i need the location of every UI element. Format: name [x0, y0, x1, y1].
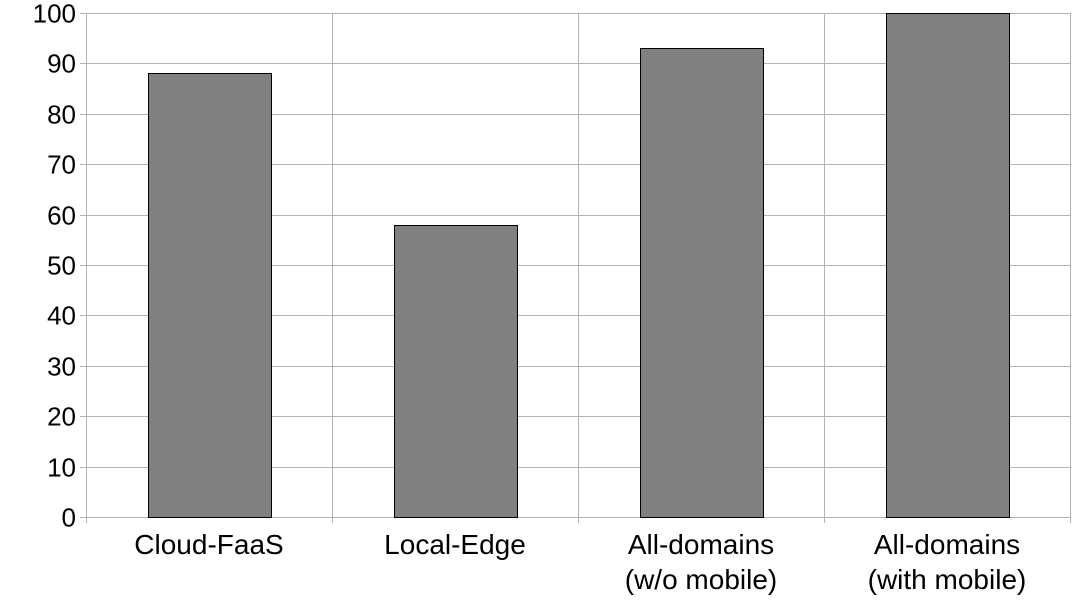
y-tick-label: 0 [62, 503, 76, 533]
bars [148, 13, 1010, 518]
x-category-label-line: Local-Edge [384, 529, 526, 560]
bar-2 [640, 48, 764, 518]
x-category-label: All-domains (with mobile) [868, 529, 1027, 595]
x-category-label: Cloud-FaaS [134, 529, 283, 560]
y-axis-ticks: 0 10 20 30 40 50 60 70 80 90 100 [33, 0, 76, 533]
x-category-label-line: (w/o mobile) [625, 564, 777, 595]
y-tick-label: 50 [47, 251, 76, 281]
y-tick-label: 20 [47, 402, 76, 432]
x-category-label: Local-Edge [384, 529, 526, 560]
bar-0 [148, 73, 272, 518]
y-tick-label: 90 [47, 49, 76, 79]
x-category-label-line: (with mobile) [868, 564, 1027, 595]
x-category-label-line: All-domains [628, 529, 774, 560]
y-tick-label: 100 [33, 0, 76, 29]
x-category-label-line: Cloud-FaaS [134, 529, 283, 560]
x-category-label-line: All-domains [874, 529, 1020, 560]
bar-1 [394, 225, 518, 518]
y-tick-label: 30 [47, 352, 76, 382]
y-tick-label: 10 [47, 453, 76, 483]
y-tick-label: 60 [47, 201, 76, 231]
y-tick-label: 40 [47, 301, 76, 331]
y-tick-label: 70 [47, 150, 76, 180]
bar-3 [886, 13, 1010, 518]
x-axis-ticks: Cloud-FaaS Local-Edge All-domains (w/o mobi… [134, 529, 1026, 595]
x-category-label: All-domains (w/o mobile) [625, 529, 777, 595]
y-tick-label: 80 [47, 100, 76, 130]
